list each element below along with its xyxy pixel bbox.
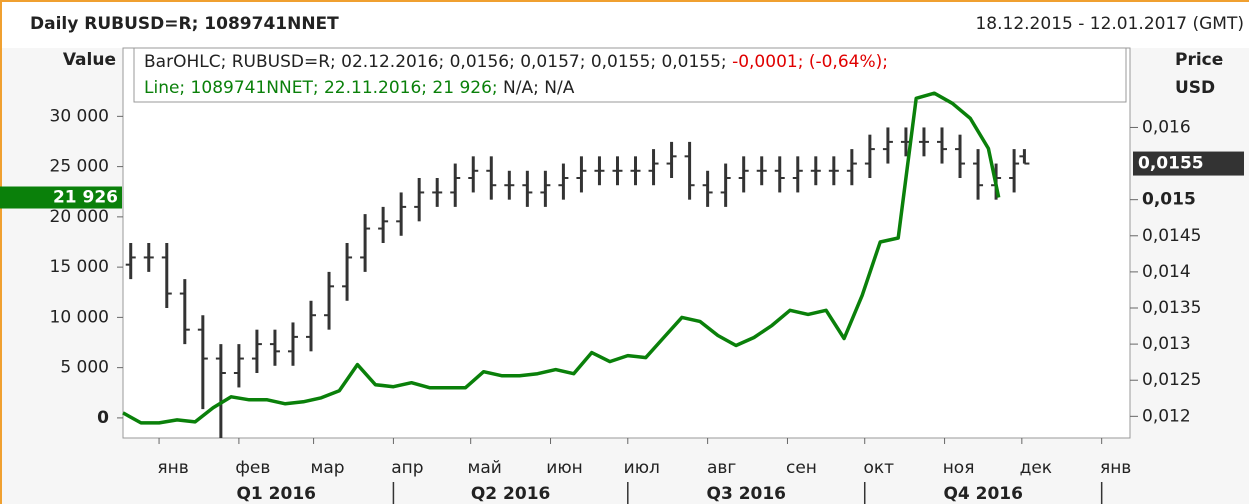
line-series: [122, 91, 1001, 425]
y-tick-label: 0: [97, 408, 109, 428]
last-value-box: [0, 186, 122, 209]
y2-axis-label: Price: [1175, 50, 1223, 70]
x-tick-label: апр: [391, 458, 423, 478]
y-tick-label: 20 000: [50, 207, 109, 227]
x-tick-label: дек: [1020, 458, 1052, 478]
x-tick-label: фев: [235, 458, 270, 478]
x-tick-label: сен: [786, 458, 817, 478]
y2-tick-label: 0,0145: [1142, 226, 1201, 246]
x-tick-label: янв: [1100, 458, 1131, 478]
x-tick-label: мар: [311, 458, 345, 478]
y2-tick-label: 0,014: [1142, 262, 1191, 282]
quarter-label: Q2 2016: [471, 484, 551, 504]
y2-tick-label: 0,0135: [1142, 298, 1201, 318]
y2-axis-label: USD: [1175, 78, 1215, 98]
chart-title: Daily RUBUSD=R; 1089741NNET: [30, 14, 339, 34]
y2-tick-label: 0,012: [1142, 406, 1191, 426]
x-tick-label: окт: [863, 458, 894, 478]
x-tick-label: ноя: [943, 458, 975, 478]
y-tick-label: 10 000: [50, 307, 109, 327]
legend-line: Line; 1089741NNET; 22.11.2016; 21 926; N…: [144, 78, 575, 98]
legend-change: -0,0001; (-0,64%);: [732, 52, 888, 72]
header-bg: [0, 0, 1249, 48]
y2-tick-label: 0,0125: [1142, 370, 1201, 390]
quarter-label: Q3 2016: [707, 484, 787, 504]
last-price-label: 0,0155: [1138, 154, 1204, 174]
last-price-box: [1133, 151, 1244, 176]
legend-text: BarOHLC; RUBUSD=R; 02.12.2016; 0,0156; 0…: [144, 52, 727, 72]
legend-text: Line; 1089741NNET; 22.11.2016; 21 926;: [144, 78, 498, 98]
legend-box: [133, 47, 1127, 103]
y2-tick-label: 0,013: [1142, 334, 1191, 354]
y2-tick-label: 0,016: [1142, 117, 1191, 137]
y-tick-label: 15 000: [50, 257, 109, 277]
y2-tick-label: 0,015: [1142, 190, 1196, 210]
legend-line: BarOHLC; RUBUSD=R; 02.12.2016; 0,0156; 0…: [144, 52, 888, 72]
quarter-label: Q1 2016: [236, 484, 316, 504]
marks: [122, 91, 1030, 438]
plot-area: [122, 47, 1131, 439]
x-tick-label: июн: [546, 458, 582, 478]
x-tick-label: авг: [707, 458, 736, 478]
last-value-label: 21 926: [53, 188, 118, 208]
y-tick-label: 25 000: [50, 157, 109, 177]
x-tick-label: май: [468, 458, 502, 478]
y-tick-label: 5 000: [60, 358, 109, 378]
y-axis-label: Value: [63, 50, 116, 70]
quarter-label: Q4 2016: [943, 484, 1023, 504]
x-tick-label: июл: [624, 458, 660, 478]
x-tick-label: янв: [157, 458, 188, 478]
legend-text: N/A; N/A: [503, 78, 575, 98]
y-tick-label: 30 000: [50, 106, 109, 126]
date-range: 18.12.2015 - 12.01.2017 (GMT): [975, 14, 1244, 34]
